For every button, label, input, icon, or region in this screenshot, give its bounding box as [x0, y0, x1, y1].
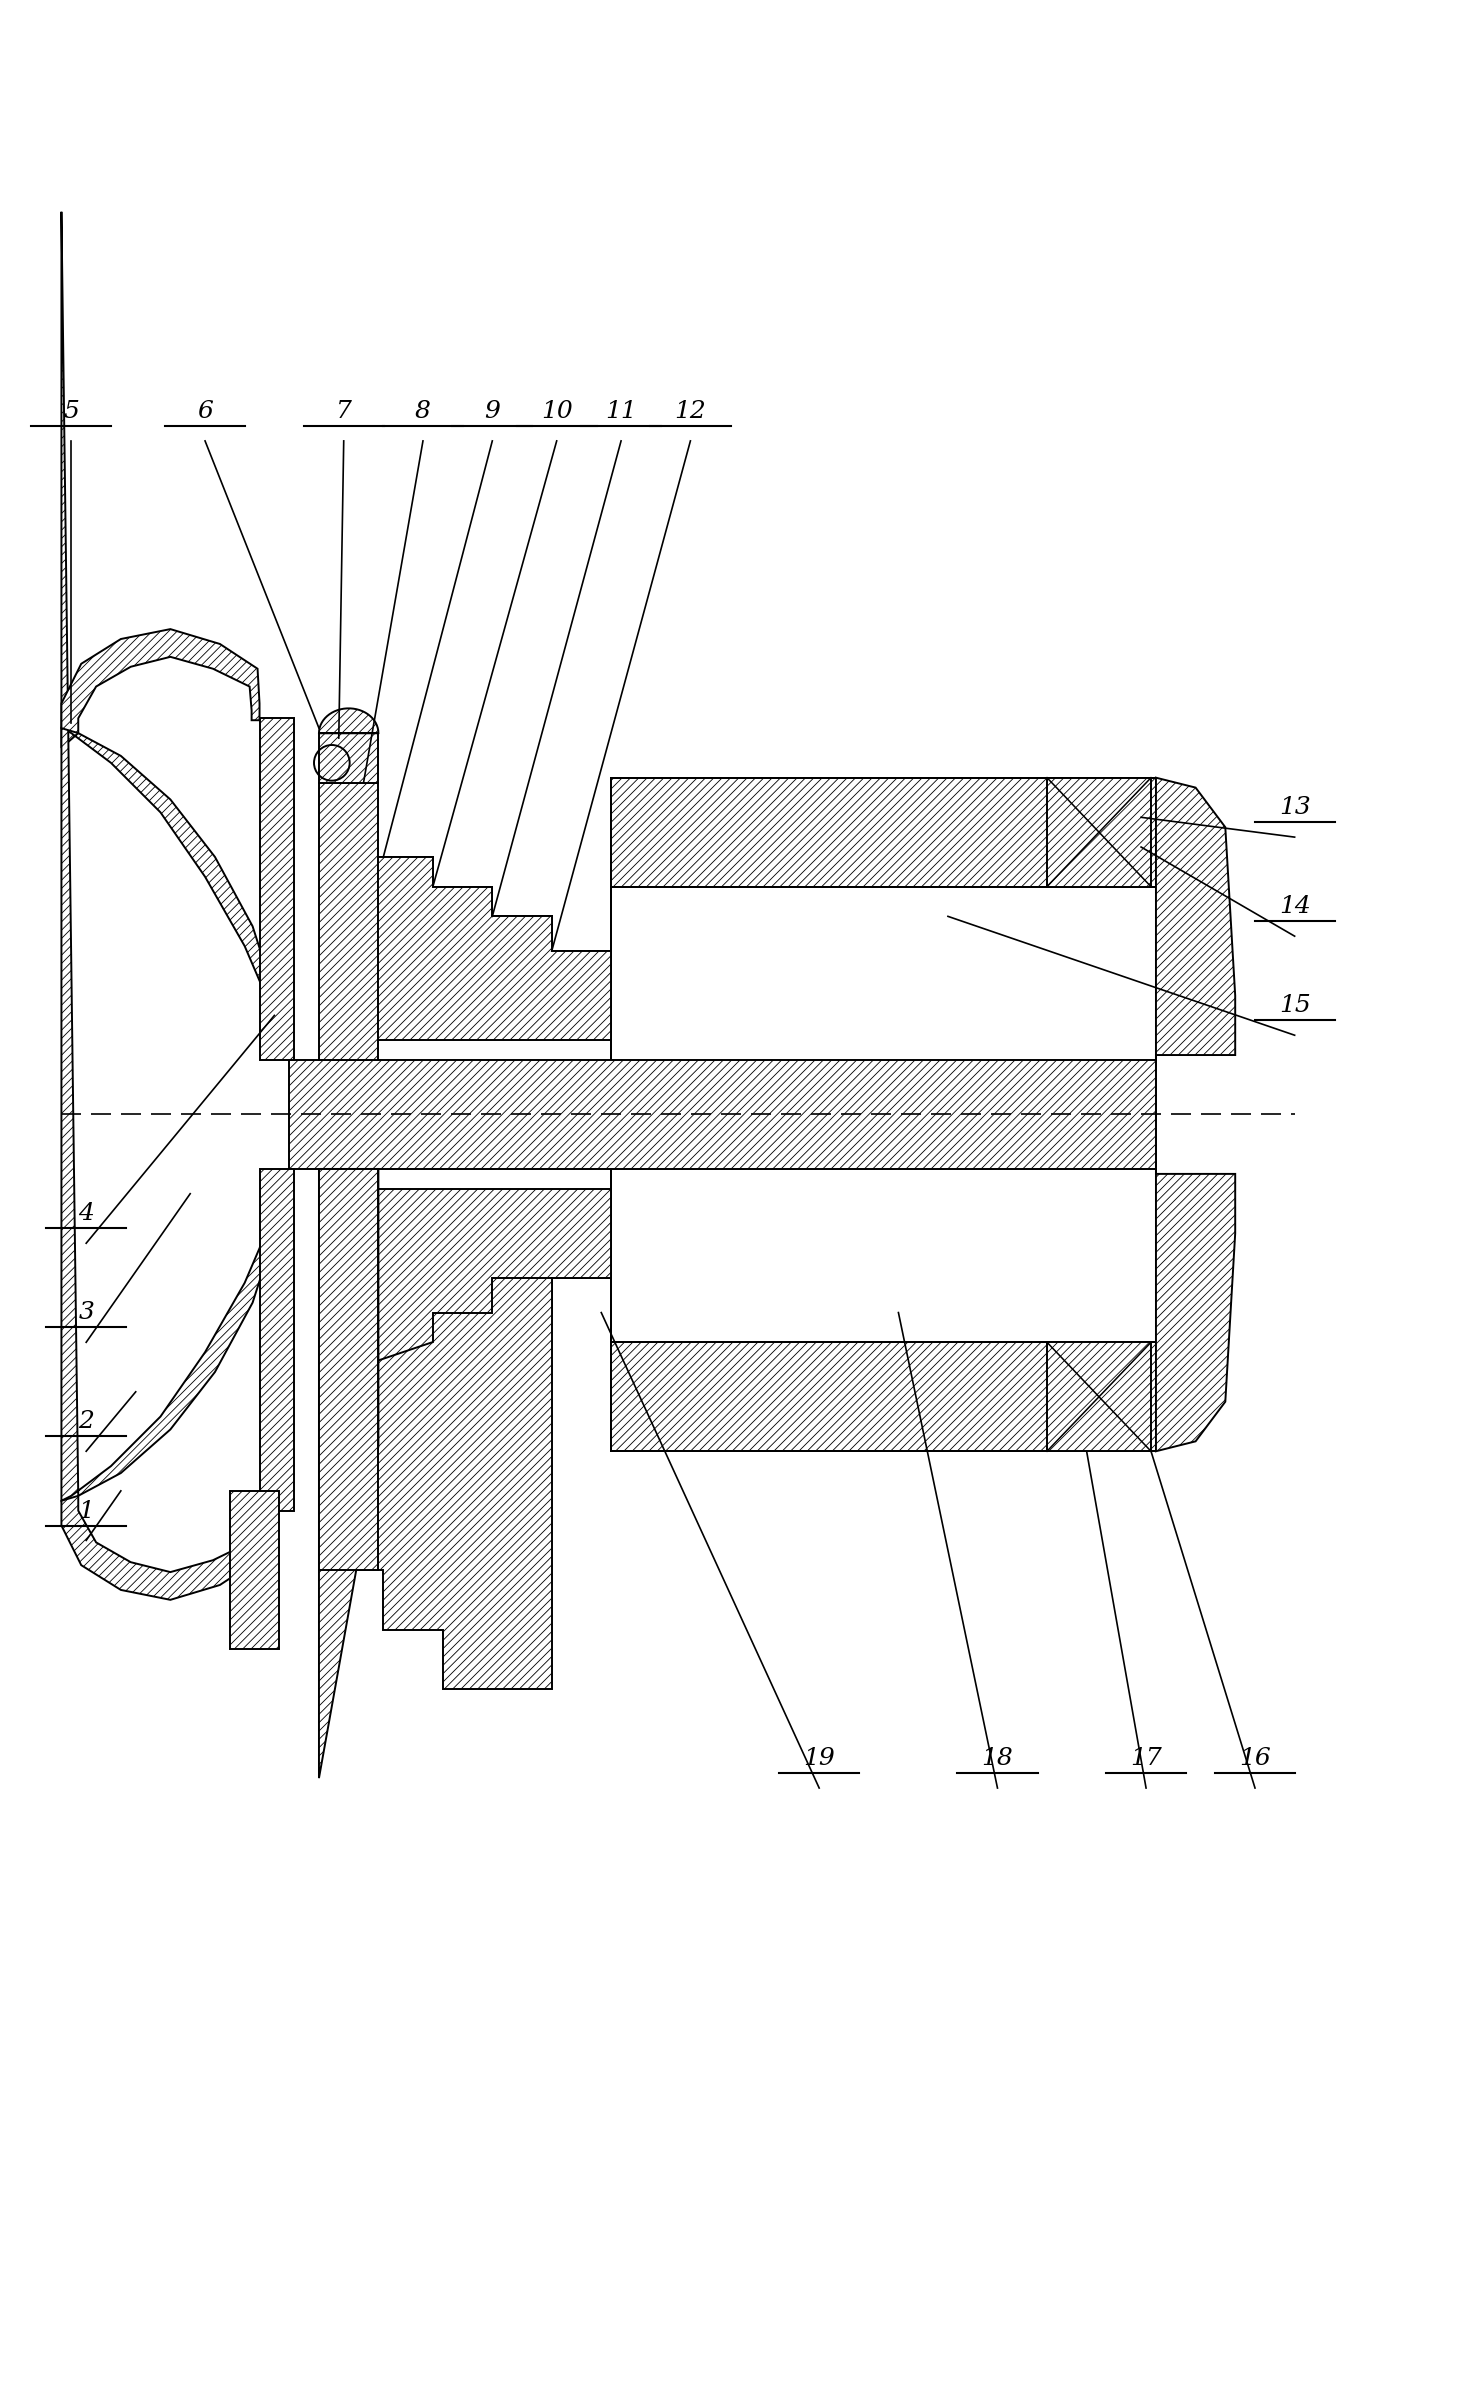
- Polygon shape: [612, 1341, 1156, 1451]
- Polygon shape: [62, 728, 289, 1061]
- Text: 7: 7: [336, 400, 352, 424]
- Text: 12: 12: [675, 400, 706, 424]
- Text: 18: 18: [981, 1748, 1014, 1770]
- Polygon shape: [260, 718, 295, 1061]
- Polygon shape: [318, 709, 378, 733]
- Polygon shape: [1047, 778, 1152, 886]
- Polygon shape: [612, 778, 1156, 886]
- Text: 19: 19: [804, 1748, 835, 1770]
- Text: 1: 1: [78, 1499, 94, 1523]
- Polygon shape: [62, 211, 289, 1502]
- Polygon shape: [1156, 778, 1235, 1451]
- Polygon shape: [62, 1497, 260, 1600]
- Polygon shape: [318, 1169, 378, 1777]
- Text: 2: 2: [78, 1411, 94, 1435]
- Polygon shape: [1047, 1341, 1152, 1451]
- Polygon shape: [343, 1279, 552, 1688]
- Polygon shape: [612, 886, 1156, 1341]
- Text: 13: 13: [1279, 795, 1310, 819]
- Polygon shape: [318, 733, 378, 783]
- Polygon shape: [318, 1169, 378, 1447]
- Text: 11: 11: [606, 400, 637, 424]
- Text: 6: 6: [197, 400, 213, 424]
- Text: 8: 8: [415, 400, 431, 424]
- Text: 5: 5: [63, 400, 79, 424]
- Polygon shape: [318, 1169, 378, 1571]
- Text: 14: 14: [1279, 896, 1310, 917]
- Polygon shape: [62, 630, 260, 733]
- Text: 9: 9: [484, 400, 500, 424]
- Polygon shape: [343, 1169, 612, 1372]
- Polygon shape: [289, 1061, 1156, 1169]
- Polygon shape: [230, 1490, 279, 1650]
- Text: 16: 16: [1240, 1748, 1270, 1770]
- Text: 3: 3: [78, 1300, 94, 1324]
- Text: 10: 10: [541, 400, 572, 424]
- Text: 4: 4: [78, 1202, 94, 1226]
- Text: 15: 15: [1279, 994, 1310, 1018]
- Polygon shape: [318, 783, 378, 1061]
- Polygon shape: [343, 857, 612, 1061]
- Text: 17: 17: [1130, 1748, 1162, 1770]
- Polygon shape: [260, 1169, 295, 1511]
